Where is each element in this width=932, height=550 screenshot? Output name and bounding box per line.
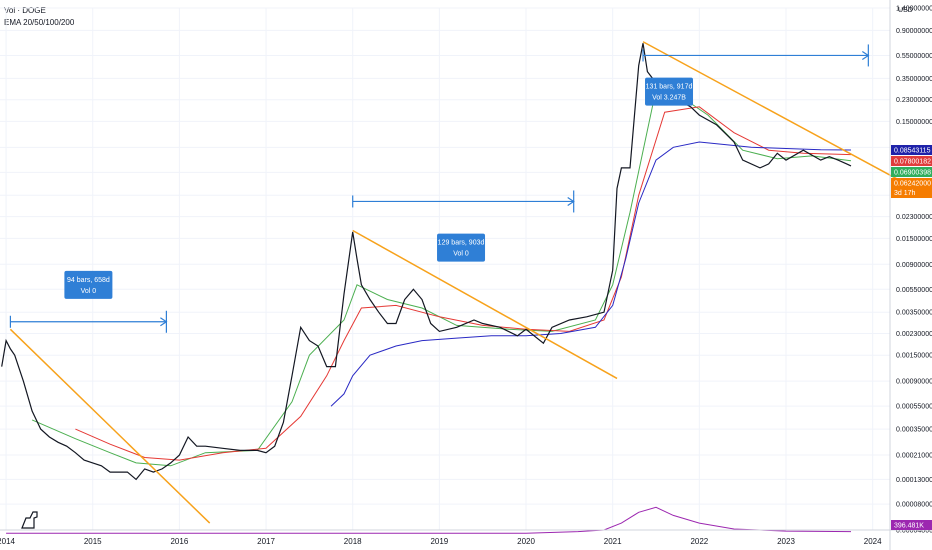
badge-countdown: 3d 17h xyxy=(894,190,916,197)
x-tick-label: 2022 xyxy=(690,537,708,546)
y-tick-label: 0.02300000 xyxy=(896,214,932,221)
badge-value: 0.08543115 xyxy=(894,148,931,155)
x-tick-label: 2014 xyxy=(0,537,16,546)
badge-bg xyxy=(891,178,932,199)
volume-badge: 396.481K xyxy=(891,520,932,530)
ema-line-2 xyxy=(75,106,852,461)
callout-box xyxy=(645,77,694,106)
y-tick-label: 0.00550000 xyxy=(896,287,932,294)
price-badge-2: 0.07800182 xyxy=(891,156,932,167)
price-badge-4: 0.06242000 3d 17h xyxy=(891,178,932,199)
badge-value: 0.06900398 xyxy=(894,170,931,177)
x-tick-label: 2019 xyxy=(430,537,448,546)
legend-line-1: Vol · DOGE xyxy=(4,6,46,15)
y-tick-label: 0.00021000 xyxy=(896,453,932,460)
x-tick-label: 2021 xyxy=(604,537,622,546)
badge-bg xyxy=(891,167,932,178)
arrow-head-icon xyxy=(862,50,870,60)
callout-vol-text: Vol 0 xyxy=(81,288,97,295)
y-tick-label: 0.00350000 xyxy=(896,310,932,317)
badge-bg xyxy=(891,156,932,167)
price-line xyxy=(1,43,852,481)
callout-bars-text: 131 bars, 917d xyxy=(646,84,693,91)
range-measure-1[interactable] xyxy=(9,310,168,333)
x-tick-label: 2017 xyxy=(257,537,275,546)
range-measure-2[interactable] xyxy=(352,190,575,213)
y-tick-label: 0.00900000 xyxy=(896,262,932,269)
y-tick-label: 0.90000000 xyxy=(896,28,932,35)
grid xyxy=(0,7,890,531)
y-tick-label: 0.00008000 xyxy=(896,502,932,509)
callout-bars-text: 94 bars, 658d xyxy=(67,277,110,284)
x-tick-label: 2020 xyxy=(517,537,535,546)
dino-logo-icon xyxy=(21,511,38,529)
y-tick-label: 0.35000000 xyxy=(896,76,932,83)
y-tick-label: 1.40000000 xyxy=(896,6,932,13)
callout-bars-text: 129 bars, 903d xyxy=(438,240,485,247)
arrow-head-icon xyxy=(567,196,575,206)
x-tick-label: 2018 xyxy=(344,537,362,546)
trend-line-1[interactable] xyxy=(9,328,211,524)
trend-line-2[interactable] xyxy=(352,229,618,380)
badge-bg xyxy=(891,520,932,530)
y-tick-label: 0.00055000 xyxy=(896,404,932,411)
volume-layer xyxy=(6,506,852,534)
y-tick-label: 0.00090000 xyxy=(896,379,932,386)
y-tick-label: 0.23000000 xyxy=(896,97,932,104)
badge-value: 0.07800182 xyxy=(894,159,931,166)
badge-value: 396.481K xyxy=(894,523,924,530)
y-tick-label: 0.55000000 xyxy=(896,53,932,60)
callout-vol-text: Vol 0 xyxy=(453,251,469,258)
range-callout-2: 129 bars, 903d Vol 0 xyxy=(437,233,486,262)
y-tick-label: 0.00150000 xyxy=(896,353,932,360)
trend-line-3[interactable] xyxy=(642,41,926,195)
price-badge-1: 0.08543115 xyxy=(891,145,932,156)
y-tick-label: 0.00230000 xyxy=(896,331,932,338)
x-tick-label: 2023 xyxy=(777,537,795,546)
price-badge-3: 0.06900398 xyxy=(891,167,932,178)
range-measure-3[interactable] xyxy=(642,44,870,67)
badge-value: 0.06242000 xyxy=(894,181,931,188)
y-tick-label: 0.00013000 xyxy=(896,477,932,484)
price-layer xyxy=(1,43,852,481)
range-callout-1: 94 bars, 658d Vol 0 xyxy=(64,270,113,299)
callout-vol-text: Vol 3.247B xyxy=(652,95,686,102)
y-tick-label: 0.15000000 xyxy=(896,119,932,126)
x-tick-label: 2015 xyxy=(84,537,102,546)
y-tick-label: 0.01500000 xyxy=(896,236,932,243)
callout-box xyxy=(437,233,486,262)
volume-ma-line xyxy=(6,506,852,534)
range-callout-3: 131 bars, 917d Vol 3.247B xyxy=(645,77,694,106)
y-tick-label: 0.00035000 xyxy=(896,427,932,434)
x-tick-label: 2024 xyxy=(864,537,882,546)
ema-line-1 xyxy=(31,89,852,467)
ema-layer xyxy=(31,89,852,467)
arrow-head-icon xyxy=(160,317,168,327)
annotation-layer: 94 bars, 658d Vol 0 129 bars, 903d Vol 0 131… xyxy=(9,41,926,524)
y-tick-label: 0.00004800 xyxy=(896,528,932,535)
legend-line-2: EMA 20/50/100/200 xyxy=(4,18,75,27)
callout-box xyxy=(64,270,113,299)
ema-line-3 xyxy=(330,141,852,407)
badge-bg xyxy=(891,145,932,156)
currency-label: USD xyxy=(898,7,913,14)
x-tick-label: 2016 xyxy=(170,537,188,546)
